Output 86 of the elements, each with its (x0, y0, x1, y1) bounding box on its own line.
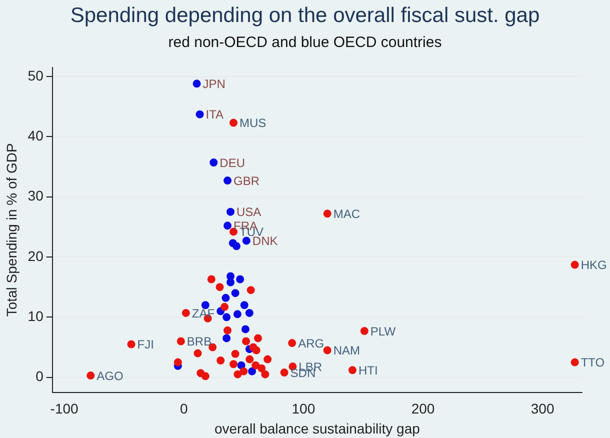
point (230, 118, 238, 127)
point (234, 370, 242, 378)
point (252, 361, 260, 370)
data-label: AGO (96, 368, 124, 383)
point (201, 372, 210, 380)
y-tick-label: 0 (36, 368, 44, 384)
point (86, 372, 95, 380)
x-tick-label: 0 (180, 400, 188, 417)
point (323, 210, 332, 218)
y-tick-label: 30 (28, 188, 44, 204)
data-label: DEU (220, 156, 245, 170)
data-label: BRB (186, 334, 212, 349)
point (254, 334, 262, 342)
data-label: HTI (358, 363, 378, 378)
point (182, 308, 190, 317)
point (196, 110, 204, 118)
point (242, 236, 250, 245)
point (176, 337, 185, 346)
point (242, 337, 250, 346)
data-label: MAC (333, 206, 360, 221)
point (127, 340, 136, 348)
x-tick-label: 100 (292, 400, 316, 417)
point (240, 367, 248, 376)
point (264, 355, 272, 364)
data-label: TTO (580, 356, 605, 370)
point (232, 242, 240, 250)
point (216, 283, 224, 292)
y-tick-label: 10 (28, 308, 44, 324)
point (249, 343, 258, 352)
point (570, 260, 579, 269)
point (231, 289, 240, 298)
chart-subtitle: red non-OECD and blue OECD countries (167, 34, 443, 51)
data-label: USA (236, 205, 262, 220)
point (222, 313, 231, 322)
x-tick-label: 200 (411, 400, 435, 417)
point (194, 349, 202, 358)
point (226, 278, 235, 286)
point (174, 358, 182, 366)
point (360, 327, 368, 336)
point (230, 360, 238, 368)
point (241, 325, 250, 334)
y-tick-label: 40 (28, 127, 44, 144)
data-label: ZAF (192, 306, 215, 320)
point (210, 158, 218, 166)
point (570, 358, 579, 366)
y-axis-title: Total Spending in % of GDP (3, 143, 20, 317)
x-axis-title: overall balance sustainability gap (214, 420, 420, 436)
data-label: JPN (202, 76, 226, 91)
data-label: MUS (240, 116, 266, 130)
point (231, 350, 240, 358)
point (224, 222, 232, 230)
data-label: PLW (370, 324, 396, 338)
chart-title: Spending depending on the overall fiscal sust. gap (69, 4, 541, 28)
point (224, 326, 232, 334)
y-tick-label: 50 (28, 67, 44, 84)
point (201, 301, 210, 310)
x-tick-label: -100 (50, 400, 79, 417)
point (246, 355, 254, 364)
data-label: FJI (137, 338, 154, 352)
point (280, 368, 288, 377)
point (323, 346, 332, 354)
point (220, 302, 229, 311)
point (226, 208, 235, 216)
point (236, 275, 244, 284)
point (192, 80, 201, 88)
y-tick-label: 20 (28, 248, 44, 264)
point (240, 301, 248, 310)
point (261, 370, 270, 378)
data-label: ARG (298, 336, 324, 350)
point (222, 334, 231, 342)
data-label: HKG (580, 258, 607, 272)
x-tick-label: 300 (530, 400, 554, 417)
point (288, 339, 296, 348)
point (248, 367, 256, 376)
point (222, 294, 230, 302)
point (207, 275, 216, 284)
point (246, 286, 255, 294)
data-label: NAM (333, 344, 360, 358)
point (233, 310, 242, 318)
point (216, 356, 225, 364)
point (245, 308, 254, 317)
data-label: GBR (234, 174, 260, 188)
data-label: ITA (206, 108, 224, 122)
point (224, 176, 232, 185)
point (348, 366, 356, 374)
point (258, 364, 266, 372)
